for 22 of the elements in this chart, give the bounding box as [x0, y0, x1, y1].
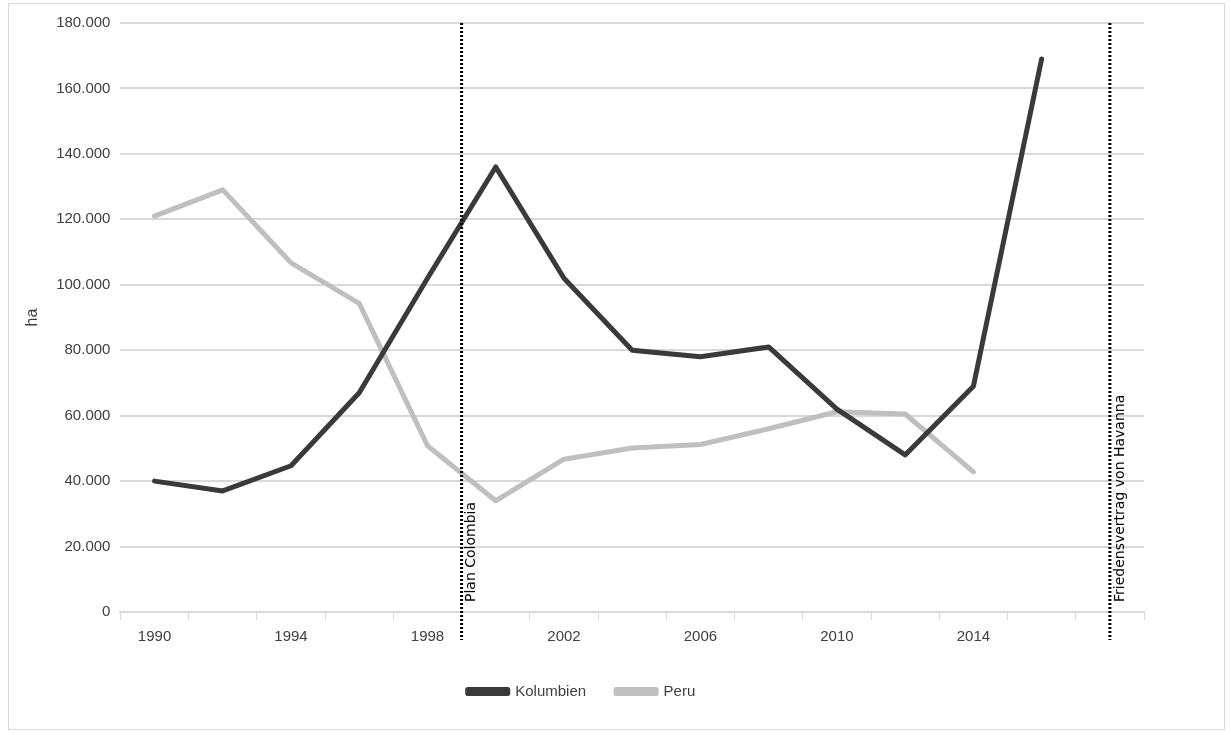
y-tick-label: 40.000 [64, 471, 111, 489]
legend-label: Peru [663, 681, 696, 699]
y-tick-label: 180.000 [56, 13, 111, 31]
y-tick-label: 100.000 [56, 274, 111, 292]
x-tick-label: 2010 [820, 627, 854, 645]
x-tick-label: 1994 [274, 627, 308, 645]
ref-line-label: Friedensvertrag von Havanna [1110, 394, 1127, 602]
y-tick-label: 0 [102, 602, 111, 620]
y-tick-label: 160.000 [56, 78, 111, 96]
y-tick-label: 80.000 [64, 340, 111, 358]
y-tick-label: 60.000 [64, 405, 111, 423]
x-tick-label: 1990 [137, 627, 172, 645]
y-tick-label: 120.000 [56, 209, 111, 227]
legend-label: Kolumbien [515, 681, 587, 699]
y-tick-label: 140.000 [56, 144, 111, 162]
x-tick-label: 2006 [683, 627, 718, 645]
x-tick-label: 2002 [547, 627, 581, 645]
x-tick-label: 2014 [956, 627, 991, 645]
ref-line-label: Plan Colombia [462, 501, 479, 602]
y-tick-label: 20.000 [64, 536, 111, 554]
x-tick-label: 1998 [410, 627, 445, 645]
y-axis-title: ha [23, 308, 41, 327]
